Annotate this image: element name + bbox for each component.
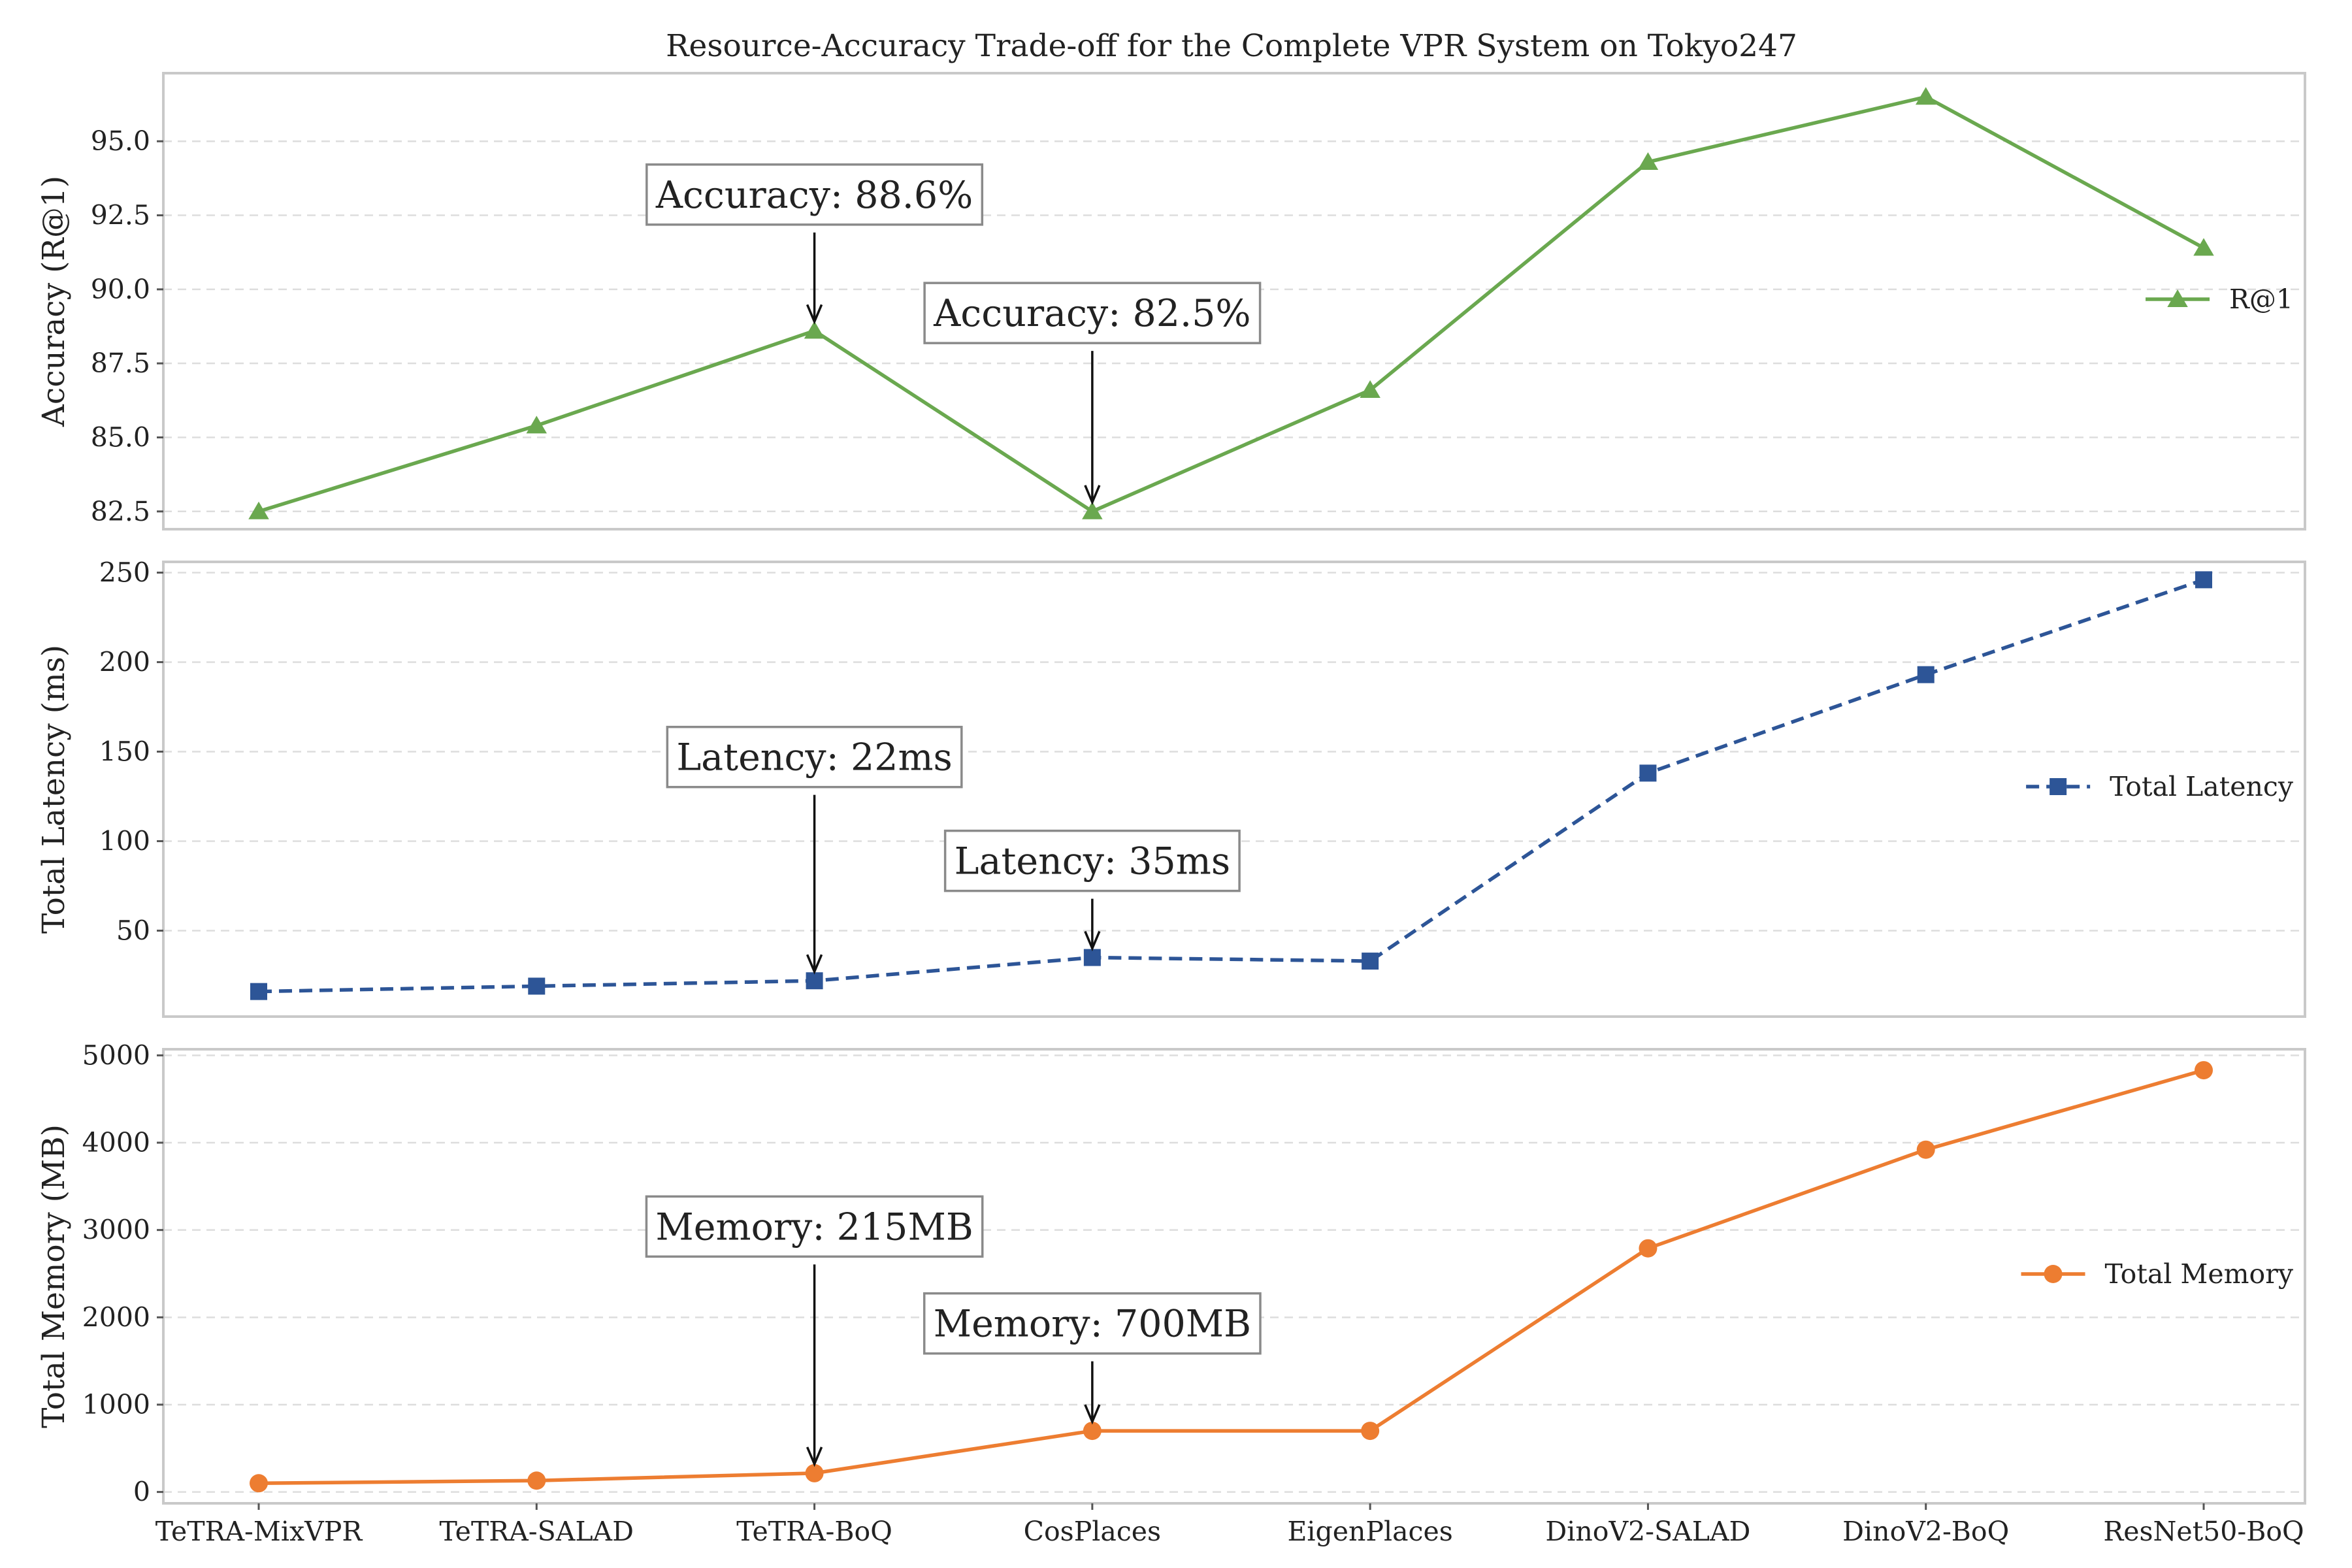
data-point-marker	[1637, 152, 1659, 170]
annotation-text: Memory: 700MB	[934, 1303, 1251, 1346]
annotation-arrowhead	[806, 304, 823, 325]
series-line	[258, 578, 2204, 994]
annotation: Memory: 215MB	[645, 1195, 984, 1467]
legend: Total Latency	[2026, 771, 2294, 802]
data-point-marker	[1917, 666, 1935, 683]
annotation-text: Accuracy: 82.5%	[933, 292, 1250, 335]
annotation: Memory: 700MB	[923, 1292, 1262, 1425]
x-tick-label: TeTRA-MixVPR	[155, 1516, 363, 1547]
y-tick-label: 150	[99, 736, 150, 767]
annotation-box	[923, 1292, 1262, 1355]
data-point-marker	[806, 972, 823, 990]
y-tick-label: 95.0	[91, 125, 150, 157]
data-point-marker	[1362, 953, 1379, 970]
x-tick-label: DinoV2-BoQ	[1842, 1516, 2009, 1547]
annotation-box	[645, 1195, 984, 1258]
x-tick-label: CosPlaces	[1024, 1516, 1162, 1547]
y-tick-label: 82.5	[91, 496, 150, 527]
legend-label: Total Latency	[2110, 771, 2294, 802]
x-tick-label: ResNet50-BoQ	[2103, 1516, 2304, 1547]
series-line	[258, 95, 2205, 514]
data-point-marker	[2195, 1061, 2213, 1080]
y-tick-label: 200	[99, 646, 150, 678]
y-tick-label: 250	[99, 557, 150, 588]
data-point-marker	[1639, 764, 1657, 782]
data-point-marker	[526, 416, 547, 434]
legend-label: Total Memory	[2105, 1258, 2294, 1290]
y-tick-label: 1000	[82, 1389, 150, 1420]
annotation-text: Memory: 215MB	[655, 1205, 973, 1249]
data-point-marker	[2167, 289, 2188, 307]
data-point-marker	[1639, 1239, 1658, 1258]
plot-frame	[162, 72, 2306, 531]
data-point-marker	[1082, 501, 1103, 519]
annotation-text: Latency: 35ms	[955, 840, 1230, 883]
data-point-marker	[804, 321, 825, 339]
y-axis-label: Accuracy (R@1)	[36, 176, 72, 427]
x-axis: TeTRA-MixVPR TeTRA-SALAD TeTRA-BoQ CosPlace…	[155, 1503, 2304, 1547]
annotation: Latency: 35ms	[943, 829, 1241, 952]
legend-label: R@1	[2229, 284, 2293, 315]
annotation: Accuracy: 88.6%	[645, 163, 984, 325]
x-tick-label: TeTRA-SALAD	[440, 1516, 634, 1547]
annotation: Accuracy: 82.5%	[923, 282, 1262, 506]
y-axis-label: Total Latency (ms)	[36, 645, 72, 934]
y-tick-label: 87.5	[91, 348, 150, 379]
panel-latency: 50 100 150 200 250 Total Latency (ms) Total La…	[36, 557, 2306, 1018]
annotation-arrowhead	[806, 954, 823, 975]
data-point-marker	[1083, 949, 1101, 966]
annotation-arrowhead	[1084, 1404, 1101, 1425]
chart-panels: 82.5 85.0 87.5 90.0 92.5 95.0 Accuracy (R@1) R@…	[36, 72, 2306, 1508]
data-point-marker	[1360, 380, 1380, 398]
annotation-arrowhead	[1084, 485, 1101, 506]
annotation-box	[645, 163, 984, 226]
panel-accuracy: 82.5 85.0 87.5 90.0 92.5 95.0 Accuracy (R@1) R@…	[36, 72, 2306, 531]
annotation: Latency: 22ms	[666, 725, 963, 975]
annotation-arrowhead	[806, 1446, 823, 1467]
panel-memory: 0 1000 2000 3000 4000 5000 Total Memory (MB) To…	[36, 1039, 2306, 1508]
legend: Total Memory	[2021, 1258, 2294, 1290]
y-tick-label: 5000	[82, 1039, 150, 1071]
plot-frame	[162, 1048, 2306, 1505]
data-point-marker	[2195, 571, 2212, 589]
plot-frame	[162, 561, 2306, 1018]
annotation-text: Latency: 22ms	[676, 736, 952, 779]
y-tick-label: 100	[99, 825, 150, 857]
x-tick-label: TeTRA-BoQ	[736, 1516, 892, 1547]
legend: R@1	[2146, 284, 2293, 315]
y-tick-label: 4000	[82, 1127, 150, 1158]
annotation-arrowhead	[1084, 930, 1101, 952]
data-point-marker	[2050, 778, 2067, 795]
y-tick-label: 92.5	[91, 200, 150, 231]
data-point-marker	[248, 501, 269, 519]
data-point-marker	[1916, 1140, 1935, 1159]
data-point-marker	[2044, 1265, 2063, 1283]
annotation-text: Accuracy: 88.6%	[655, 174, 973, 217]
y-tick-label: 2000	[82, 1301, 150, 1333]
data-point-marker	[250, 983, 267, 1000]
y-tick-label: 50	[116, 915, 150, 946]
annotation-box	[923, 282, 1262, 344]
y-tick-label: 85.0	[91, 421, 150, 453]
x-tick-label: DinoV2-SALAD	[1545, 1516, 1750, 1547]
data-point-marker	[1361, 1422, 1380, 1441]
chart-title: Resource-Accuracy Trade-off for the Comp…	[666, 28, 1797, 64]
data-point-marker	[527, 1471, 546, 1490]
data-point-marker	[805, 1463, 824, 1482]
data-point-marker	[1915, 87, 1936, 105]
data-point-marker	[528, 977, 546, 995]
x-tick-label: EigenPlaces	[1287, 1516, 1452, 1547]
data-point-marker	[2193, 238, 2214, 256]
y-axis-label: Total Memory (MB)	[36, 1124, 72, 1428]
annotation-box	[943, 829, 1241, 892]
data-point-marker	[250, 1474, 268, 1493]
y-tick-label: 3000	[82, 1215, 150, 1246]
series-line	[258, 1068, 2204, 1486]
annotation-box	[666, 725, 963, 789]
y-tick-label: 90.0	[91, 274, 150, 305]
data-point-marker	[1083, 1422, 1102, 1441]
y-tick-label: 0	[133, 1477, 150, 1508]
